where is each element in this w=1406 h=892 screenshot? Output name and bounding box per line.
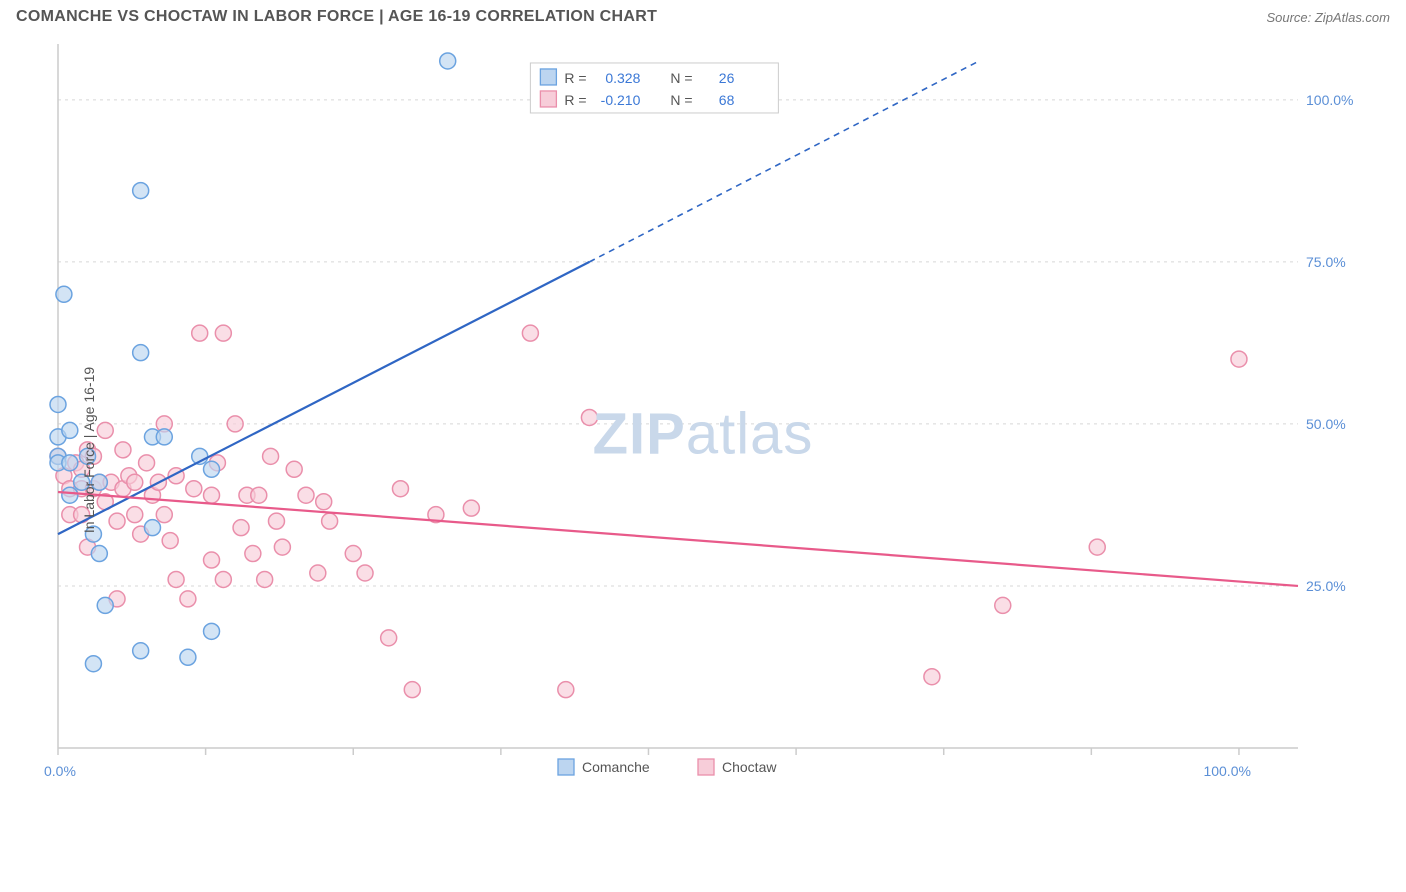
chart-title: COMANCHE VS CHOCTAW IN LABOR FORCE | AGE… — [16, 8, 657, 26]
choctaw-point — [115, 442, 131, 458]
comanche-point — [133, 345, 149, 361]
choctaw-point — [995, 597, 1011, 613]
choctaw-point — [392, 481, 408, 497]
choctaw-point — [581, 409, 597, 425]
choctaw-point — [404, 682, 420, 698]
choctaw-point — [558, 682, 574, 698]
y-axis-label: In Labor Force | Age 16-19 — [81, 367, 97, 533]
svg-text:68: 68 — [719, 92, 735, 108]
scatter-chart: 0.0% 100.0% 25.0% 50.0% 75.0% 100.0% R = 0.328 N… — [14, 40, 1354, 800]
choctaw-point — [274, 539, 290, 555]
choctaw-point — [345, 546, 361, 562]
comanche-point — [62, 455, 78, 471]
choctaw-point — [168, 571, 184, 587]
comanche-point — [97, 597, 113, 613]
choctaw-trend — [58, 492, 1298, 586]
choctaw-point — [127, 507, 143, 523]
choctaw-point — [192, 325, 208, 341]
choctaw-point — [381, 630, 397, 646]
choctaw-point — [322, 513, 338, 529]
y-tick-label: 75.0% — [1306, 254, 1346, 270]
svg-text:Comanche: Comanche — [582, 759, 650, 775]
choctaw-point — [204, 552, 220, 568]
choctaw-point — [215, 325, 231, 341]
choctaw-point — [180, 591, 196, 607]
choctaw-point — [924, 669, 940, 685]
choctaw-point — [156, 507, 172, 523]
y-tick-label: 50.0% — [1306, 416, 1346, 432]
x-tick-label: 100.0% — [1203, 763, 1250, 779]
comanche-point — [144, 520, 160, 536]
choctaw-point — [97, 422, 113, 438]
choctaw-point — [310, 565, 326, 581]
y-tick-label: 25.0% — [1306, 578, 1346, 594]
choctaw-point — [204, 487, 220, 503]
correlation-legend: R = 0.328 N = 26 R = -0.210 N = 68 — [530, 63, 778, 113]
choctaw-point — [268, 513, 284, 529]
comanche-point — [440, 53, 456, 69]
choctaw-point — [162, 533, 178, 549]
choctaw-point — [357, 565, 373, 581]
choctaw-point — [109, 513, 125, 529]
source-attribution: Source: ZipAtlas.com — [1266, 10, 1390, 25]
choctaw-point — [263, 448, 279, 464]
comanche-point — [91, 546, 107, 562]
choctaw-point — [316, 494, 332, 510]
choctaw-point — [245, 546, 261, 562]
comanche-point — [180, 649, 196, 665]
choctaw-point — [298, 487, 314, 503]
comanche-point — [156, 429, 172, 445]
svg-text:N =: N = — [670, 70, 692, 86]
x-tick-label: 0.0% — [44, 763, 76, 779]
comanche-point — [133, 643, 149, 659]
choctaw-point — [227, 416, 243, 432]
comanche-point — [133, 183, 149, 199]
choctaw-point — [1231, 351, 1247, 367]
svg-text:N =: N = — [670, 92, 692, 108]
choctaw-point — [1089, 539, 1105, 555]
comanche-point — [62, 487, 78, 503]
svg-text:-0.210: -0.210 — [601, 92, 641, 108]
series-legend: Comanche Choctaw — [558, 759, 777, 775]
choctaw-point — [286, 461, 302, 477]
comanche-point — [204, 623, 220, 639]
y-tick-label: 100.0% — [1306, 92, 1353, 108]
svg-text:R =: R = — [564, 92, 586, 108]
comanche-point — [85, 656, 101, 672]
choctaw-point — [139, 455, 155, 471]
choctaw-point — [463, 500, 479, 516]
comanche-point — [56, 286, 72, 302]
comanche-point — [204, 461, 220, 477]
choctaw-point — [127, 474, 143, 490]
comanche-point — [50, 396, 66, 412]
choctaw-point — [215, 571, 231, 587]
svg-text:0.328: 0.328 — [605, 70, 640, 86]
choctaw-point — [251, 487, 267, 503]
choctaw-point — [233, 520, 249, 536]
svg-text:26: 26 — [719, 70, 735, 86]
choctaw-point — [257, 571, 273, 587]
svg-text:Choctaw: Choctaw — [722, 759, 777, 775]
choctaw-point — [186, 481, 202, 497]
choctaw-point — [522, 325, 538, 341]
comanche-point — [62, 422, 78, 438]
svg-text:R =: R = — [564, 70, 586, 86]
